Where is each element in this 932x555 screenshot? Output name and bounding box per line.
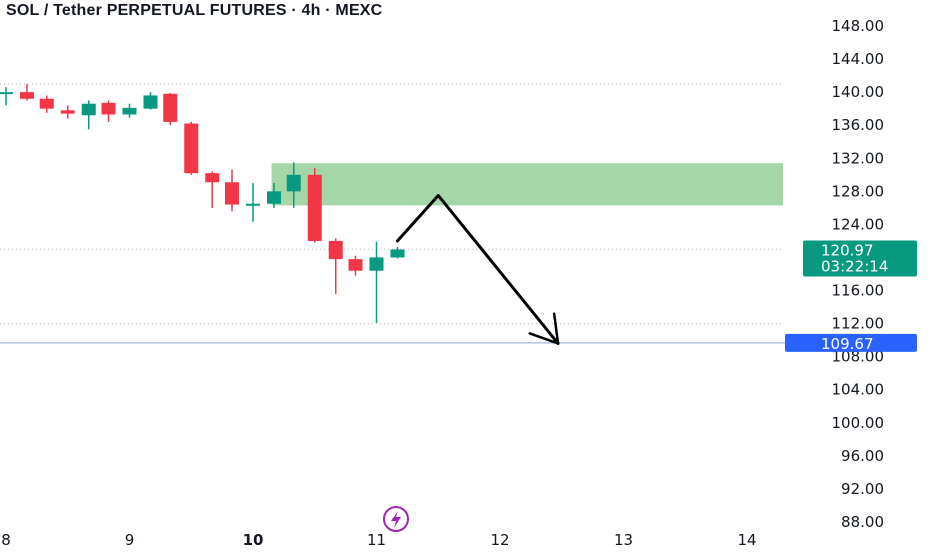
candle-body (225, 182, 240, 205)
y-tick-label: 92.00 (841, 480, 884, 498)
line-price-value: 109.67 (821, 335, 874, 353)
candle[interactable] (266, 183, 281, 208)
candle-body (348, 259, 363, 271)
y-tick-label: 100.00 (832, 414, 885, 432)
candle-body (0, 92, 13, 95)
candles-layer (0, 83, 405, 323)
projection-layer (395, 193, 560, 345)
y-tick-label: 108.00 (832, 348, 885, 366)
candle[interactable] (122, 103, 137, 118)
y-tick-label: 124.00 (832, 215, 885, 233)
candle-body (60, 110, 75, 114)
x-tick-label: 9 (125, 531, 135, 549)
candle[interactable] (143, 92, 158, 110)
chart-title: SOL / Tether PERPETUAL FUTURES · 4h · ME… (6, 2, 383, 19)
y-tick-label: 116.00 (832, 282, 885, 300)
candle-body (246, 203, 260, 206)
candle[interactable] (390, 246, 405, 259)
candle[interactable] (286, 162, 301, 208)
candle[interactable] (348, 255, 363, 276)
candle[interactable] (81, 100, 96, 130)
candle[interactable] (369, 241, 384, 323)
y-tick-label: 136.00 (832, 116, 885, 134)
x-axis[interactable]: 8 9 10 11 12 13 14 (1, 531, 756, 549)
candle[interactable] (101, 100, 116, 122)
candle[interactable] (328, 238, 343, 294)
candle-body (369, 257, 384, 271)
candle-body (328, 240, 343, 260)
candle-body (122, 107, 137, 115)
candle[interactable] (205, 171, 220, 208)
dotted-lines-layer (0, 83, 783, 325)
candle[interactable] (307, 168, 322, 243)
projection-path[interactable] (395, 193, 560, 345)
x-tick-label: 12 (490, 531, 509, 549)
candle-body (39, 98, 54, 109)
candle-body (81, 103, 96, 116)
candle[interactable] (225, 169, 240, 212)
last-price-bg (803, 240, 917, 277)
x-tick-label: 8 (1, 531, 11, 549)
line-price-bg (785, 333, 917, 352)
last-price-value: 120.97 (821, 241, 874, 259)
candle[interactable] (246, 183, 260, 222)
line-price-label: 109.67 (785, 333, 917, 353)
candle-body (184, 123, 199, 174)
last-price-countdown: 03:22:14 (821, 257, 888, 275)
candle[interactable] (163, 92, 178, 126)
candle-body (101, 102, 116, 115)
y-tick-label: 128.00 (832, 182, 885, 200)
y-tick-label: 132.00 (832, 149, 885, 167)
candle-body (390, 249, 405, 258)
y-tick-label: 144.00 (832, 50, 885, 68)
candle[interactable] (0, 87, 13, 106)
candle[interactable] (60, 105, 75, 119)
candle-body (143, 95, 158, 109)
y-tick-label: 88.00 (841, 513, 884, 531)
resistance-zone[interactable] (271, 163, 783, 206)
candle[interactable] (19, 83, 34, 101)
y-axis[interactable]: 148.00 144.00 140.00 136.00 132.00 128.00 124.… (832, 17, 885, 531)
zone-layer (271, 163, 783, 206)
candle-body (266, 191, 281, 204)
projection-arrowhead (528, 312, 560, 345)
x-tick-label: 11 (367, 531, 386, 549)
candle-body (205, 173, 220, 183)
candle-body (163, 93, 178, 122)
bolt-icon[interactable] (383, 506, 409, 532)
y-tick-label: 104.00 (832, 381, 885, 399)
candle-body (19, 92, 34, 99)
y-tick-label: 140.00 (832, 83, 885, 101)
x-tick-label: 10 (243, 531, 264, 549)
y-tick-label: 112.00 (832, 315, 885, 333)
candle-body (307, 174, 322, 241)
x-tick-label: 14 (737, 531, 756, 549)
y-tick-label: 148.00 (832, 17, 885, 35)
y-tick-label: 96.00 (841, 447, 884, 465)
candle[interactable] (184, 121, 199, 175)
candle[interactable] (39, 95, 54, 113)
x-tick-label: 13 (614, 531, 633, 549)
candle-body (286, 174, 301, 192)
